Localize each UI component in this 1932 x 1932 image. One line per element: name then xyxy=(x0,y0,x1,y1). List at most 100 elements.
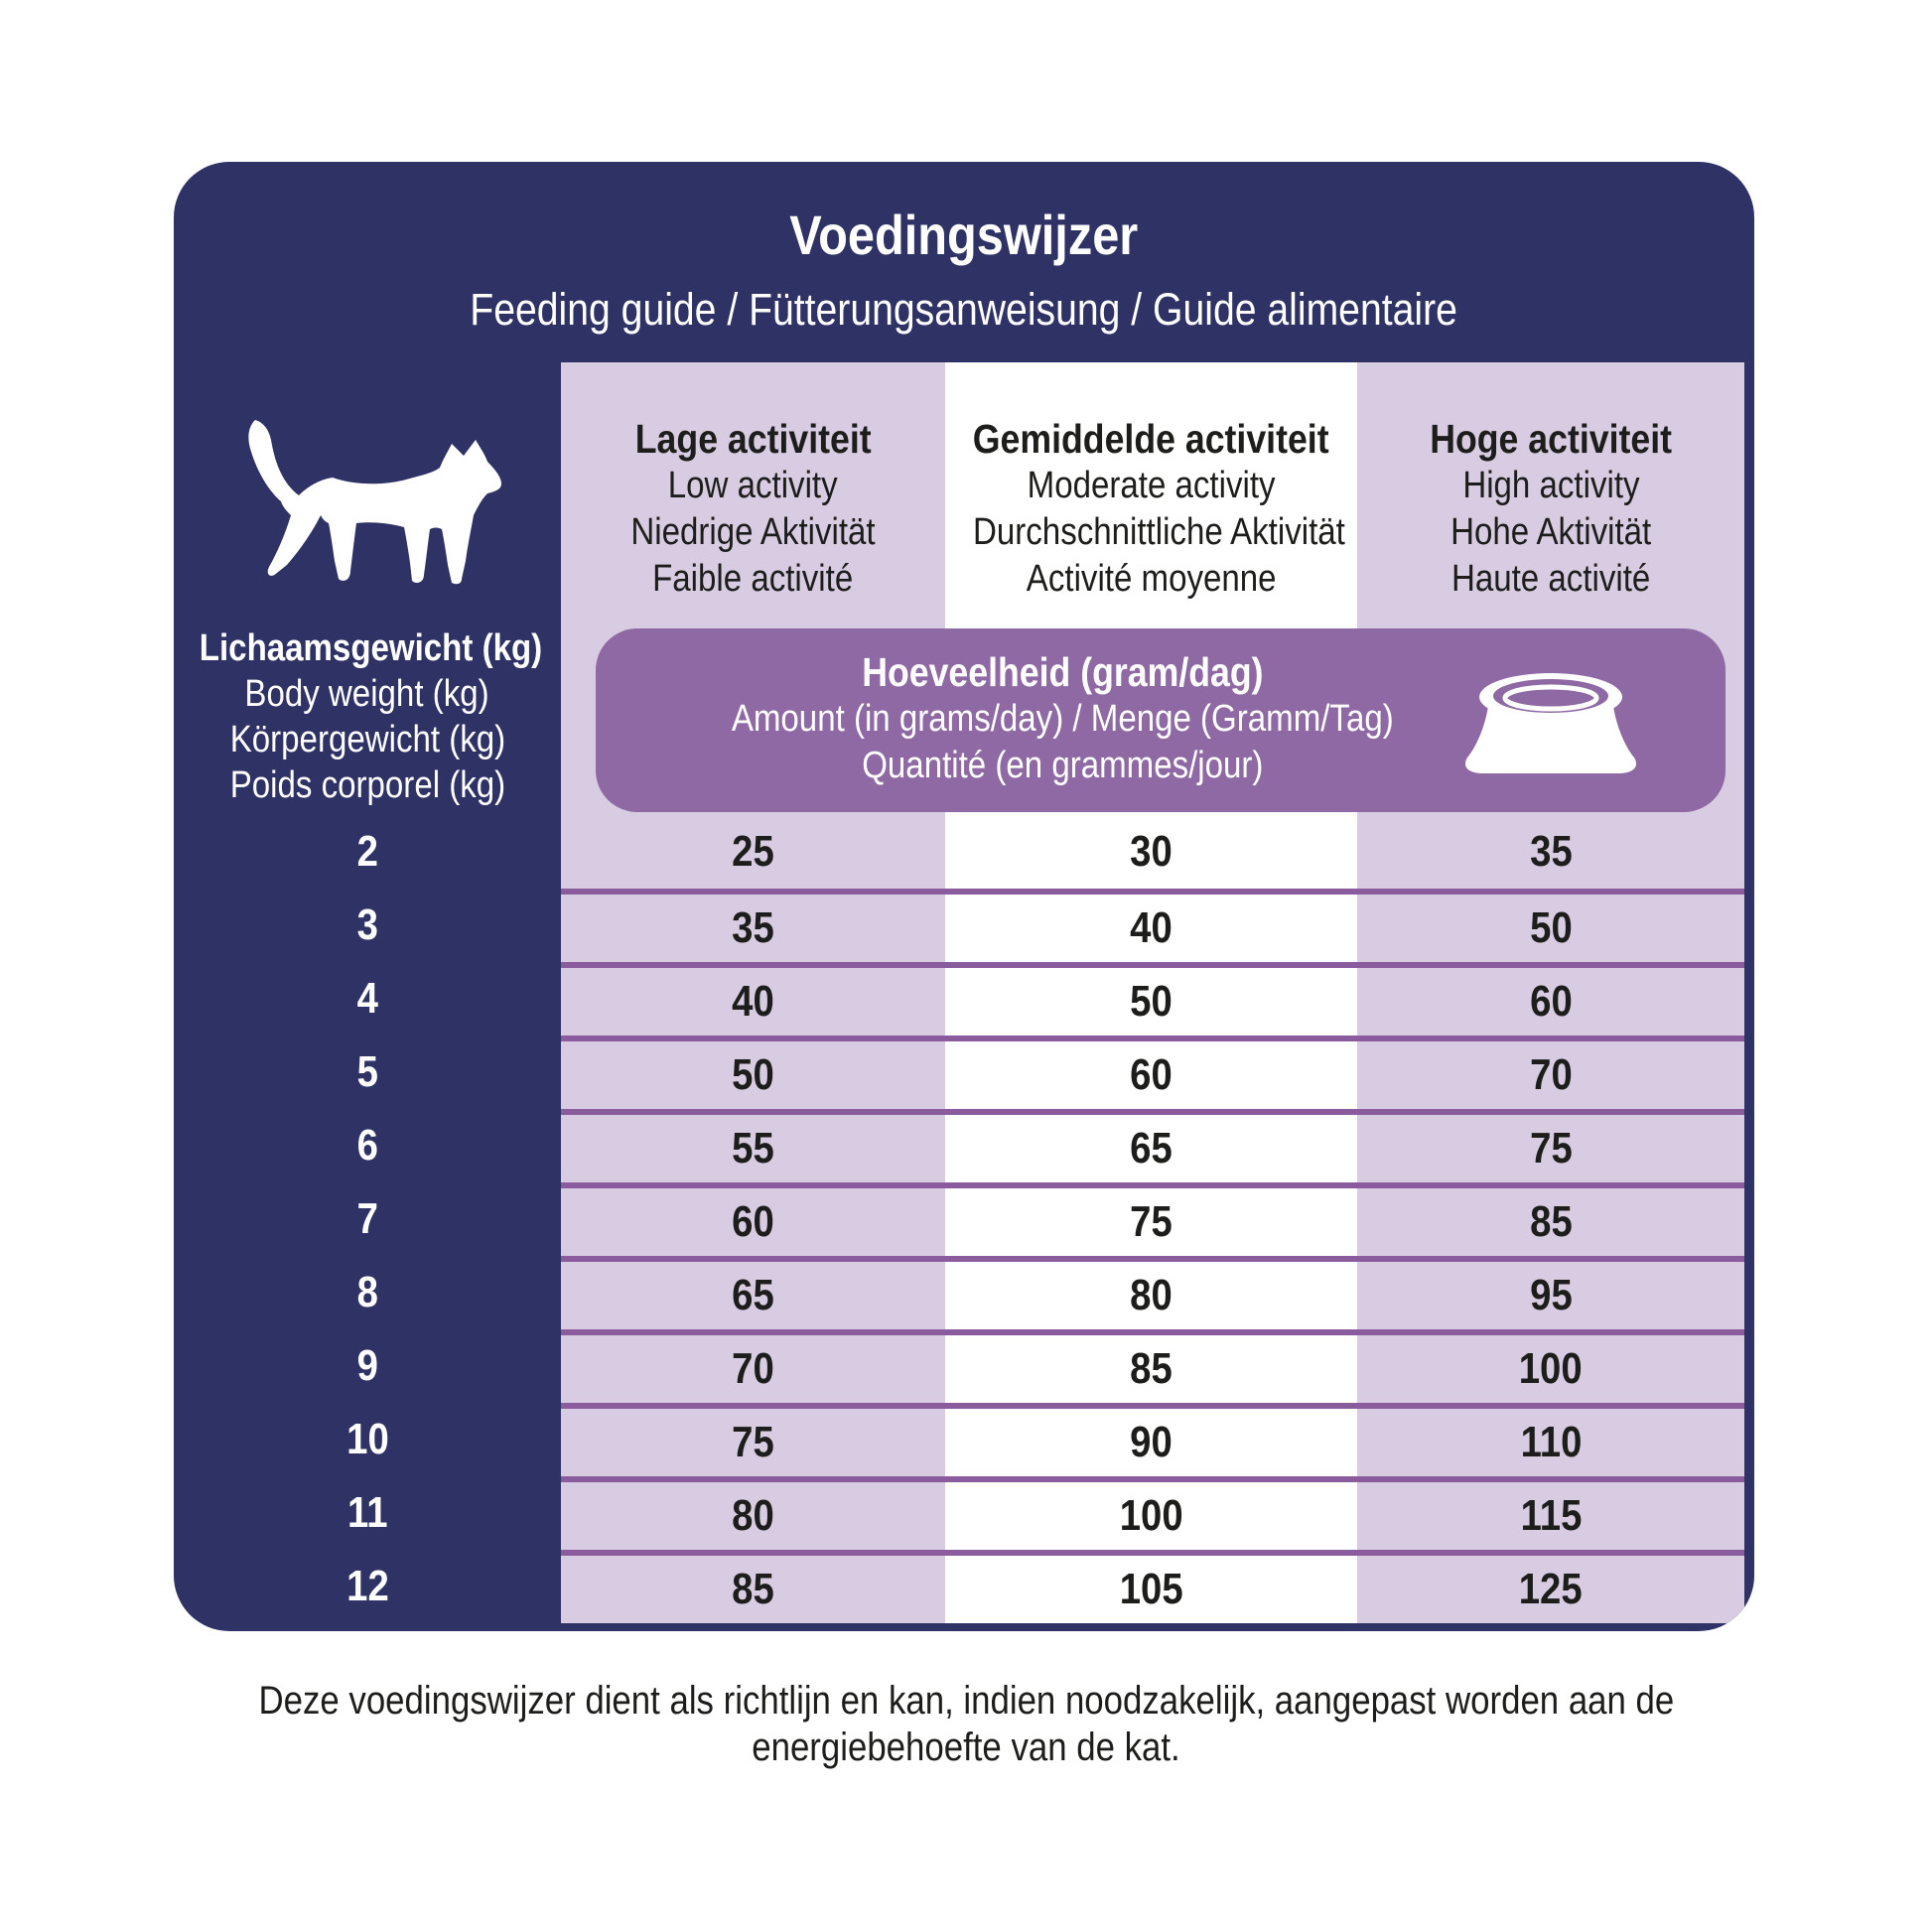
weight-cell: 8 xyxy=(174,1256,561,1329)
table-row: 12 85 105 125 xyxy=(174,1550,1744,1623)
weight-column-subtitle-text: Poids corporel (kg) xyxy=(229,764,505,806)
high-activity-value: 125 xyxy=(1519,1565,1583,1613)
table-row: 2 25 30 35 xyxy=(174,815,1744,889)
table-row: 3 35 40 50 xyxy=(174,889,1744,962)
high-activity-value: 35 xyxy=(1529,827,1573,876)
high-activity-value: 100 xyxy=(1519,1344,1583,1393)
activity-column-subtitle: Hohe Aktivität xyxy=(1357,509,1744,556)
high-activity-value: 75 xyxy=(1529,1124,1573,1173)
low-activity-cell: 35 xyxy=(561,889,945,962)
weight-cell: 10 xyxy=(174,1403,561,1476)
feeding-table: 2 25 30 35 3 35 40 50 4 40 50 60 5 50 60… xyxy=(174,815,1744,1623)
low-activity-cell: 60 xyxy=(561,1182,945,1256)
weight-column-title: Lichaamsgewicht (kg) xyxy=(174,625,561,671)
weight-cell: 12 xyxy=(174,1550,561,1623)
weight-cell: 7 xyxy=(174,1182,561,1256)
table-row: 10 75 90 110 xyxy=(174,1403,1744,1476)
high-activity-cell: 125 xyxy=(1357,1550,1744,1623)
high-activity-cell: 95 xyxy=(1357,1256,1744,1329)
high-activity-value: 85 xyxy=(1529,1197,1573,1246)
moderate-activity-cell: 105 xyxy=(945,1550,1357,1623)
high-activity-cell: 85 xyxy=(1357,1182,1744,1256)
moderate-activity-cell: 90 xyxy=(945,1403,1357,1476)
moderate-activity-value: 85 xyxy=(1130,1344,1173,1393)
amount-banner-title: Hoeveelheid (gram/dag) xyxy=(596,649,1529,696)
low-activity-value: 85 xyxy=(732,1565,774,1613)
high-activity-value: 110 xyxy=(1520,1418,1582,1466)
activity-column-subtitle: Niedrige Aktivität xyxy=(561,509,945,556)
low-activity-cell: 50 xyxy=(561,1035,945,1109)
high-activity-cell: 75 xyxy=(1357,1109,1744,1182)
moderate-activity-value: 75 xyxy=(1130,1197,1173,1246)
high-activity-cell: 35 xyxy=(1357,815,1744,889)
weight-cell-value: 11 xyxy=(346,1488,388,1537)
bowl-icon xyxy=(1464,673,1637,773)
weight-column-subtitle: Body weight (kg) xyxy=(174,671,561,717)
high-activity-value: 60 xyxy=(1529,977,1573,1026)
activity-column-subtitle-text: Activité moyenne xyxy=(1026,558,1277,600)
moderate-activity-value: 80 xyxy=(1130,1271,1173,1319)
high-activity-value: 70 xyxy=(1529,1050,1573,1099)
moderate-activity-cell: 40 xyxy=(945,889,1357,962)
high-activity-value: 115 xyxy=(1520,1491,1582,1540)
moderate-activity-value: 90 xyxy=(1130,1418,1173,1466)
high-activity-value: 50 xyxy=(1529,903,1573,952)
moderate-activity-cell: 50 xyxy=(945,962,1357,1035)
moderate-activity-cell: 65 xyxy=(945,1109,1357,1182)
activity-column-subtitle: Activité moyenne xyxy=(945,556,1357,603)
weight-cell-value: 8 xyxy=(356,1268,378,1316)
activity-column-subtitle-text: Niedrige Aktivität xyxy=(630,511,876,553)
moderate-activity-cell: 85 xyxy=(945,1329,1357,1403)
weight-cell-value: 10 xyxy=(345,1415,389,1463)
high-activity-cell: 100 xyxy=(1357,1329,1744,1403)
high-activity-cell: 110 xyxy=(1357,1403,1744,1476)
high-activity-column-bg xyxy=(1357,362,1744,1623)
low-activity-value: 50 xyxy=(732,1050,774,1099)
activity-column-header: Gemiddelde activiteit Moderate activity … xyxy=(945,416,1357,603)
moderate-activity-value: 100 xyxy=(1119,1491,1183,1540)
low-activity-value: 75 xyxy=(732,1418,774,1466)
table-row: 9 70 85 100 xyxy=(174,1329,1744,1403)
amount-banner-subtitle-text: Quantité (en grammes/jour) xyxy=(861,745,1264,786)
activity-column-subtitle: Moderate activity xyxy=(945,463,1357,509)
weight-cell-value: 3 xyxy=(356,900,378,949)
moderate-activity-value: 40 xyxy=(1130,903,1173,952)
moderate-activity-cell: 80 xyxy=(945,1256,1357,1329)
weight-cell-value: 6 xyxy=(356,1121,378,1170)
table-row: 8 65 80 95 xyxy=(174,1256,1744,1329)
weight-cell: 6 xyxy=(174,1109,561,1182)
amount-banner-text: Hoeveelheid (gram/dag) Amount (in grams/… xyxy=(596,649,1529,789)
page-title: Voedingswijzer xyxy=(174,206,1754,265)
activity-column-header: Lage activiteit Low activity Niedrige Ak… xyxy=(561,416,945,603)
low-activity-cell: 65 xyxy=(561,1256,945,1329)
low-activity-value: 55 xyxy=(732,1124,774,1173)
activity-column-title: Lage activiteit xyxy=(561,416,945,463)
moderate-activity-cell: 100 xyxy=(945,1476,1357,1550)
weight-cell: 11 xyxy=(174,1476,561,1550)
footer-line-text: Deze voedingswijzer dient als richtlijn … xyxy=(258,1679,1674,1723)
weight-cell: 9 xyxy=(174,1329,561,1403)
low-activity-value: 40 xyxy=(732,977,774,1026)
weight-cell-value: 5 xyxy=(356,1047,378,1096)
moderate-activity-value: 105 xyxy=(1119,1565,1183,1613)
moderate-activity-cell: 60 xyxy=(945,1035,1357,1109)
activity-column-subtitle-text: Durchschnittliche Aktivität xyxy=(973,511,1345,553)
cat-icon xyxy=(248,420,501,585)
page-title-text: Voedingswijzer xyxy=(789,204,1139,266)
low-activity-cell: 80 xyxy=(561,1476,945,1550)
activity-column-subtitle-text: Low activity xyxy=(668,465,838,506)
weight-cell: 2 xyxy=(174,815,561,889)
activity-column-subtitle-text: Faible activité xyxy=(652,558,854,600)
low-activity-cell: 25 xyxy=(561,815,945,889)
page-subtitle-text: Feeding guide / Fütterungsanweisung / Gu… xyxy=(470,284,1458,335)
low-activity-cell: 85 xyxy=(561,1550,945,1623)
activity-column-title-text: Hoge activiteit xyxy=(1430,416,1672,462)
low-activity-value: 25 xyxy=(732,827,774,876)
weight-cell: 4 xyxy=(174,962,561,1035)
table-row: 7 60 75 85 xyxy=(174,1182,1744,1256)
low-activity-value: 35 xyxy=(732,903,774,952)
weight-cell: 3 xyxy=(174,889,561,962)
activity-column-subtitle: High activity xyxy=(1357,463,1744,509)
high-activity-cell: 60 xyxy=(1357,962,1744,1035)
activity-column-subtitle-text: Hohe Aktivität xyxy=(1449,511,1652,553)
